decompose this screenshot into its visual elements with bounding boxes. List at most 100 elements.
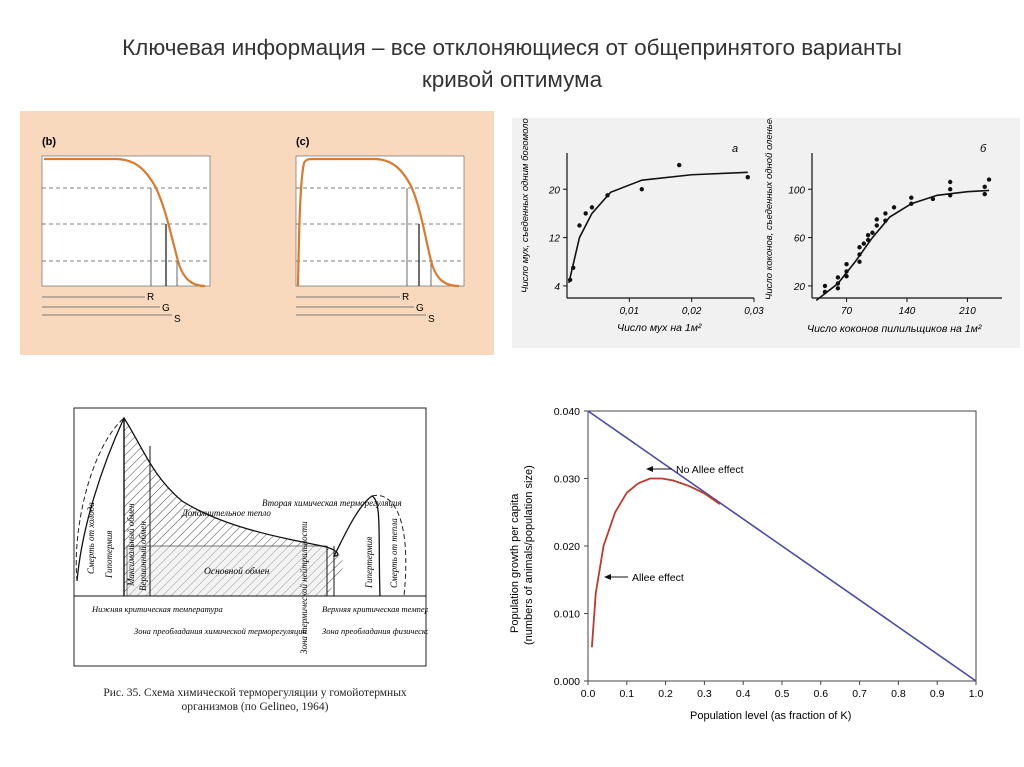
y-tick-label: 12 (549, 234, 561, 245)
chart-b-xlabel: Число коконов пилильщиков на 1м² (807, 323, 982, 335)
panel-b-r: R (147, 292, 154, 303)
data-point (835, 275, 841, 280)
panel-c-g: G (416, 303, 424, 314)
data-point (822, 283, 828, 289)
tolerance-curves-panel: (b) R G S (c) R (20, 111, 494, 355)
panel-c-s: S (428, 314, 435, 325)
chart-b-fit-curve (815, 189, 990, 302)
data-point (982, 191, 987, 197)
x-tick-label: 0,01 (620, 306, 639, 317)
data-point (865, 237, 871, 243)
allee-xlabel: Population level (as fraction of K) (690, 710, 851, 722)
annotation-no-allee: No Allee effect (676, 464, 744, 476)
data-point (677, 162, 682, 168)
allee-ylabel-line1: Population growth per capita (509, 493, 521, 633)
predation-charts-figure: а 0,01 0,02 0,03 4 12 20 Число мух, съеденных… (520, 77, 1002, 335)
label-zone-neutral: Зона термической нейтральности (299, 521, 309, 654)
y-tick-label: 0.030 (554, 474, 580, 486)
data-point (577, 223, 582, 228)
data-point (947, 179, 953, 185)
panel-b-g: G (162, 303, 170, 314)
panel-b: (b) R G S (41, 136, 211, 325)
data-point (835, 286, 841, 291)
x-tick-label: 0.0 (581, 688, 596, 700)
diagram-caption: Рис. 35. Схема химической терморегуляции… (103, 687, 407, 713)
panel-c-curve (296, 157, 460, 288)
data-point (605, 193, 610, 198)
y-tick-label: 60 (794, 234, 806, 245)
data-point (891, 205, 897, 210)
data-point (861, 241, 867, 246)
y-tick-label: 4 (554, 282, 560, 293)
series-no-allee (587, 410, 977, 682)
data-point (844, 274, 849, 279)
tolerance-curves-figure: (b) R G S (c) R (41, 136, 465, 325)
dashed-cold-curve (75, 417, 125, 582)
data-point (883, 218, 888, 223)
x-tick-label: 0.6 (813, 688, 828, 700)
chart-a-panel-label: а (732, 143, 738, 155)
arrow-no-allee-head (646, 466, 653, 472)
x-tick-label: 0.8 (891, 688, 906, 700)
x-tick-label: 0,02 (682, 306, 702, 317)
series-allee (590, 477, 721, 648)
dashed-heat-curve (371, 494, 407, 597)
slide-title-line2: кривой оптимума (421, 67, 603, 92)
data-point (857, 259, 862, 264)
data-point (883, 211, 888, 216)
diagram-frame (73, 407, 427, 667)
data-point (571, 265, 576, 270)
data-point (930, 196, 936, 202)
thermoregulation-diagram: Смерть от холода Гипотермия Максимальный… (73, 407, 495, 667)
y-tick-label: 0.010 (554, 609, 580, 621)
x-tick-label: 0.7 (852, 688, 867, 700)
label-zone-chem: Зона преобладания химической терморегуля… (134, 626, 307, 636)
x-tick-label: 0.4 (736, 688, 751, 700)
label-hypothermia: Гипотермия (104, 531, 114, 579)
y-tick-label: 100 (788, 185, 805, 196)
data-point (589, 205, 595, 210)
y-tick-label: 20 (793, 282, 806, 293)
label-upper-critical: Верхняя критическая температура (322, 604, 428, 614)
panel-b-curve (44, 157, 206, 288)
chart-a-xlabel: Число мух на 1м² (617, 322, 702, 334)
data-point (870, 230, 875, 235)
label-second-chem: Вторая химическая терморегуляция (262, 498, 402, 508)
label-max-metabolism: Максимальный обмен (126, 503, 136, 587)
data-point (844, 261, 849, 267)
data-point (745, 174, 750, 180)
chart-a: а 0,01 0,02 0,03 4 12 20 Число мух, съеденных… (520, 111, 764, 334)
label-additional-heat: Дополнительное тепло (181, 508, 271, 518)
x-tick-label: 140 (899, 306, 916, 317)
panel-b-s: S (174, 314, 181, 325)
thermoregulation-diagram-panel: Смерть от холода Гипотермия Максимальный… (72, 406, 495, 717)
allee-chart-panel: 0.0 0.1 0.2 0.3 0.4 0.5 0.6 0.7 0.8 0.9 1.0 0.000 0.… (500, 405, 1000, 725)
x-tick-label: 70 (841, 306, 853, 317)
panel-c-r: R (402, 292, 409, 303)
data-point (909, 201, 914, 206)
chart-b-panel-label: б (980, 143, 987, 155)
slide-title-line1: Ключевая информация – все отклоняющиеся … (122, 35, 902, 60)
x-tick-label: 0.5 (775, 688, 790, 700)
label-death-cold: Смерть от холода (86, 502, 96, 574)
data-point (583, 211, 588, 216)
predation-charts-panel: а 0,01 0,02 0,03 4 12 20 Число мух, съеденных… (512, 77, 1020, 348)
label-death-heat: Смерть от тепла (389, 518, 399, 588)
y-tick-label: 0.040 (554, 406, 580, 418)
data-point (986, 177, 992, 182)
data-point (982, 184, 987, 190)
x-tick-label: 0.1 (619, 688, 634, 700)
label-lower-critical: Нижняя критическая температура (91, 604, 223, 614)
label-summit: Вершинный обмен (138, 521, 148, 591)
data-point (822, 289, 828, 295)
data-point (874, 217, 879, 222)
y-tick-label: 0.020 (554, 541, 580, 553)
label-zone-phys: Зона преобладания физической терморегуля… (322, 626, 428, 636)
chart-b-ylabel: Число коконов, съеденных одной оленьей м… (764, 118, 775, 300)
data-point (567, 277, 573, 283)
data-point (874, 223, 879, 228)
data-point (857, 252, 862, 257)
data-point (857, 245, 862, 250)
panel-c-label: (c) (296, 136, 310, 148)
x-tick-label: 0,03 (744, 306, 764, 317)
